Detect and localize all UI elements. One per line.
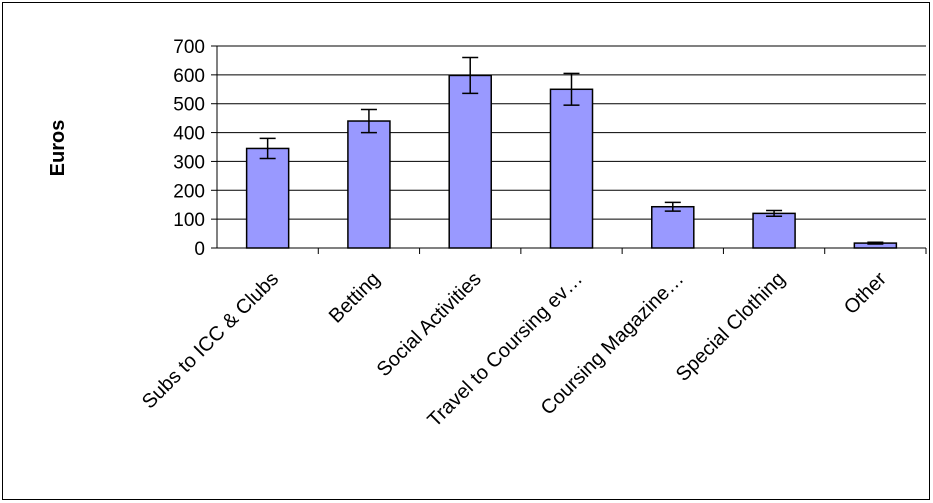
bars	[245, 74, 898, 249]
y-tick-labels: 0 100 200 300 400 500 600 700	[173, 37, 205, 260]
y-tick-label: 100	[173, 210, 205, 231]
bar	[347, 120, 391, 249]
category-label: Special Clothing	[672, 268, 790, 386]
bar-chart: 0 100 200 300 400 500 600 700 Subs to ICC & Clu…	[47, 37, 927, 432]
category-label: Other	[840, 268, 891, 319]
axes	[211, 45, 927, 254]
category-label: Betting	[325, 268, 385, 328]
y-tick-label: 200	[173, 181, 205, 202]
y-tick-label: 0	[194, 239, 205, 260]
y-tick-label: 700	[173, 37, 205, 58]
y-tick-label: 500	[173, 95, 205, 116]
error-bars	[259, 56, 884, 245]
y-axis-title: Euros	[47, 120, 69, 177]
bar	[245, 147, 290, 249]
y-tick-label: 300	[173, 152, 205, 173]
category-label: Social Activities	[373, 268, 486, 381]
bar	[549, 88, 594, 249]
bar	[752, 212, 796, 249]
y-tick-label: 400	[173, 124, 205, 145]
y-tick-label: 600	[173, 66, 205, 87]
bar	[448, 74, 492, 249]
category-label: Subs to ICC & Clubs	[138, 268, 283, 413]
bar	[651, 205, 695, 249]
